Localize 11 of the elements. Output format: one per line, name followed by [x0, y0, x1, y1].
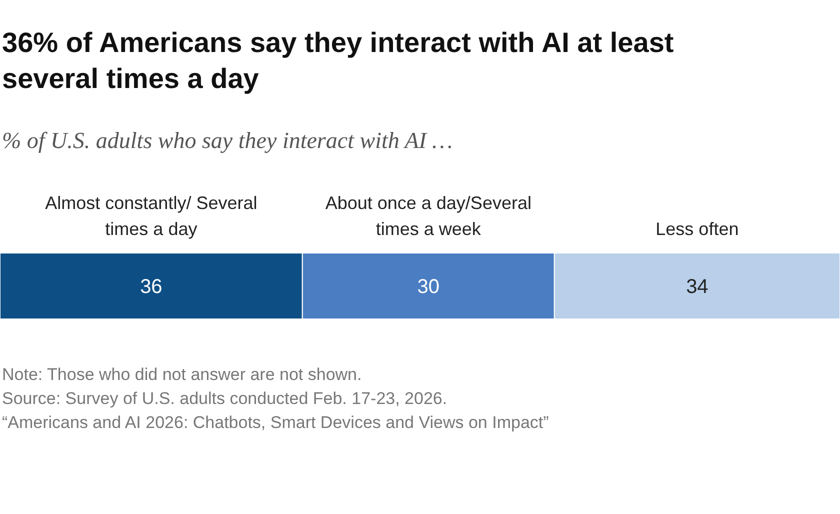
- source-note: Source: Survey of U.S. adults conducted Feb. 17-23, 2026.: [2, 389, 448, 408]
- data-label: 34: [686, 276, 708, 298]
- text: Note: Those who did not answer are not shown.: [2, 365, 362, 384]
- series-label: Less often: [656, 219, 739, 239]
- series-label: Almost constantly/ Several times a day: [45, 193, 258, 239]
- chart-subtitle: % of U.S. adults who say they interact with AI …: [2, 128, 453, 153]
- data-label: 30: [417, 276, 440, 298]
- text: “Americans and AI 2026: Chatbots, Smart Devices and Views on Impact”: [2, 413, 550, 432]
- data-label: 36: [140, 276, 162, 298]
- series-label: About once a day/Several times a week: [325, 193, 532, 239]
- chart-title: 36% of Americans say they interact with AI at least several times a day: [2, 27, 674, 94]
